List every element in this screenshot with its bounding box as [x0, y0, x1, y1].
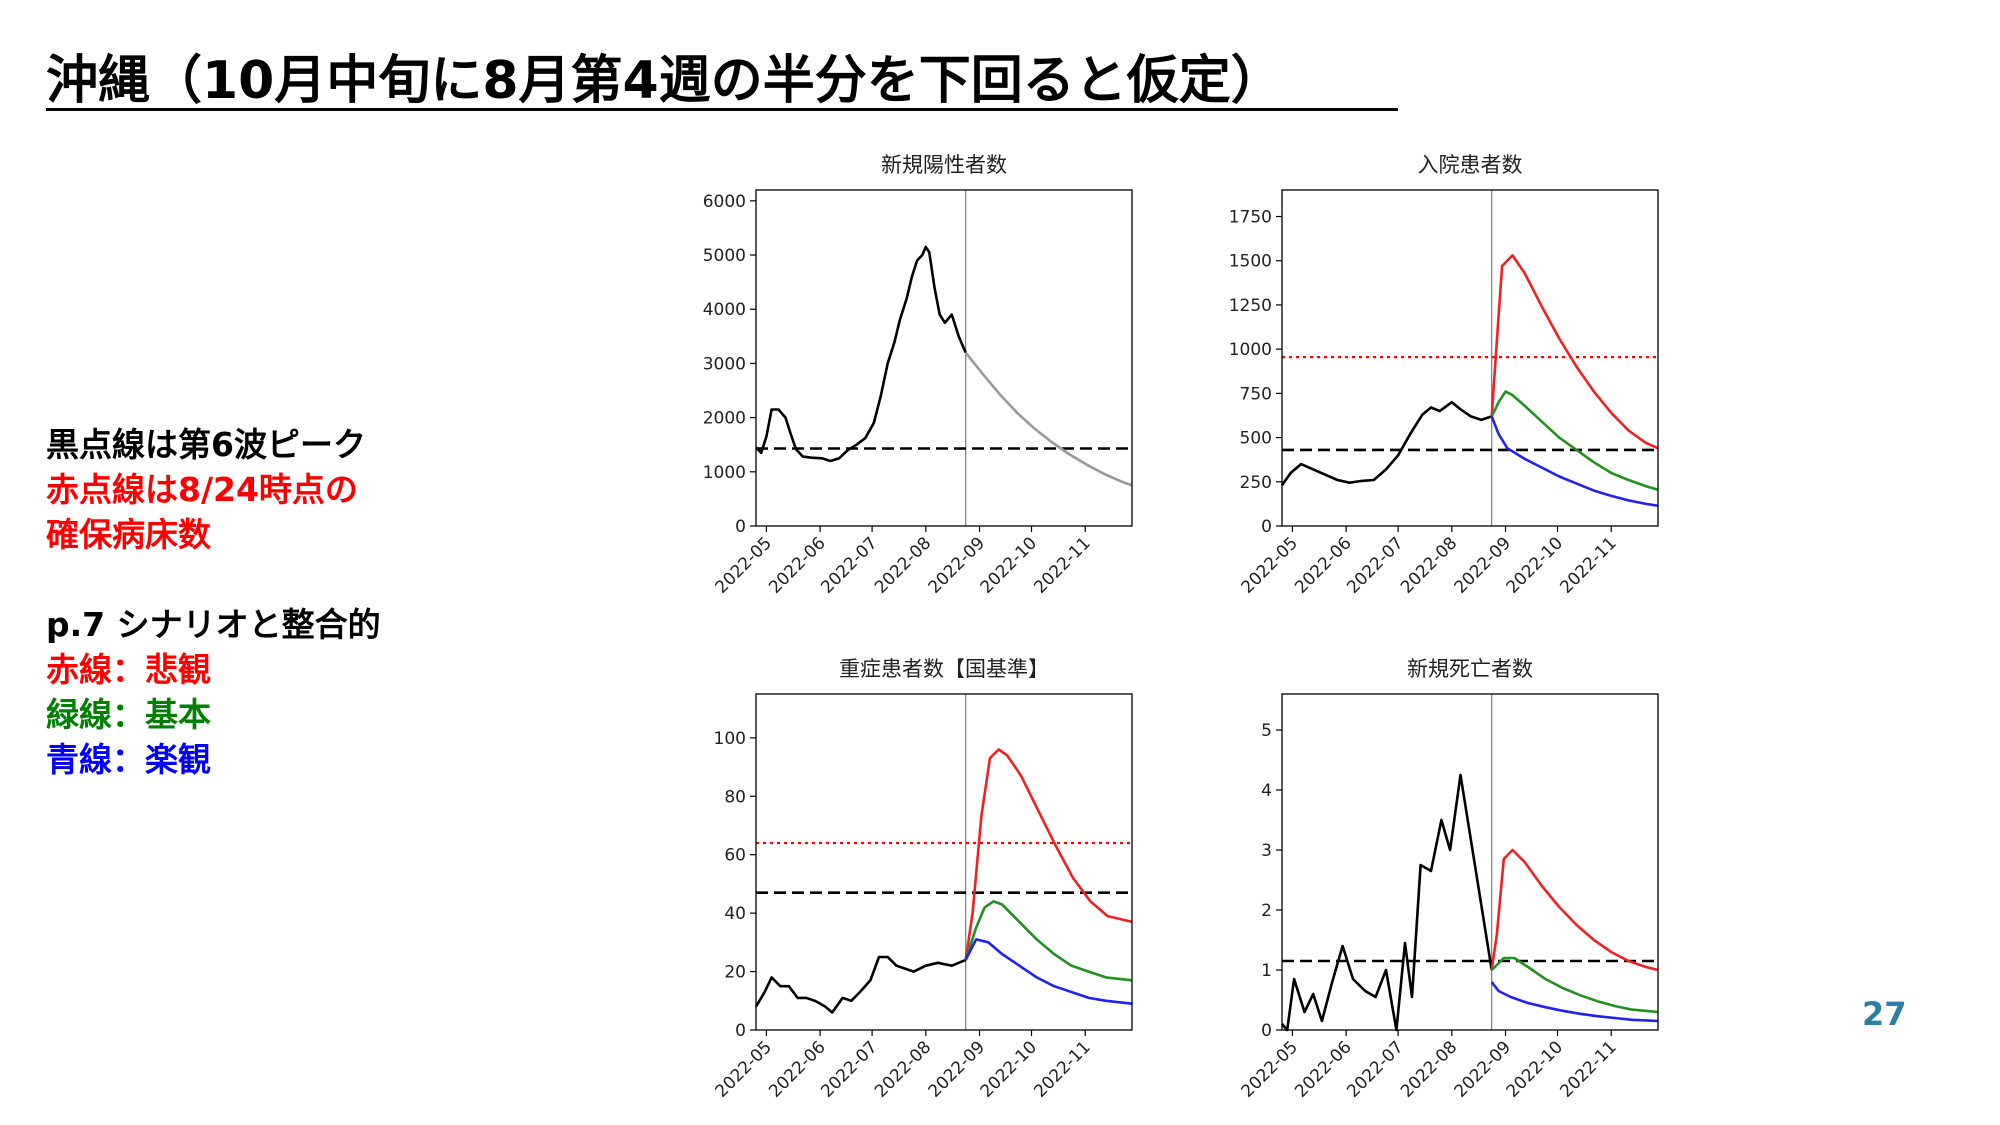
series-line-optimistic: [1490, 981, 1659, 1023]
x-tick-label: 2022-07: [1343, 533, 1407, 597]
series-line-observed: [755, 245, 967, 463]
x-tick-label: 2022-11: [1556, 1037, 1620, 1101]
x-tick-label: 2022-08: [871, 1037, 935, 1101]
chart-title: 重症患者数【国基準】: [839, 657, 1049, 681]
y-tick-label: 250: [1240, 473, 1272, 493]
series-line-optimistic: [1490, 415, 1659, 507]
y-tick-label: 5000: [703, 246, 746, 266]
y-tick-label: 1000: [1229, 340, 1272, 360]
title-underline: [46, 108, 1398, 111]
x-tick-label: 2022-09: [1451, 533, 1515, 597]
x-tick-label: 2022-09: [925, 1037, 989, 1101]
x-tick-label: 2022-08: [871, 533, 935, 597]
series-line-pessimistic: [1490, 254, 1659, 450]
x-tick-label: 2022-06: [1291, 1037, 1355, 1101]
x-tick-label: 2022-05: [712, 533, 776, 597]
y-tick-label: 0: [735, 1021, 746, 1041]
x-tick-label: 2022-07: [1343, 1037, 1407, 1101]
note-line: 黒点線は第6波ピーク: [46, 425, 366, 464]
x-tick-label: 2022-05: [712, 1037, 776, 1101]
x-tick-label: 2022-09: [1451, 1037, 1515, 1101]
slide-title: 沖縄（10月中旬に8月第4週の半分を下回ると仮定）: [46, 51, 1283, 111]
notes-panel: 黒点線は第6波ピーク 赤点線は8/24時点の 確保病床数 p.7 シナリオと整合…: [46, 422, 381, 782]
x-tick-label: 2022-09: [925, 533, 989, 597]
x-tick-label: 2022-05: [1238, 533, 1302, 597]
y-tick-label: 3: [1261, 841, 1272, 861]
y-tick-label: 0: [1261, 517, 1272, 537]
x-tick-label: 2022-07: [817, 533, 881, 597]
page-number: 27: [1862, 995, 1907, 1033]
y-tick-label: 60: [724, 846, 746, 866]
x-tick-label: 2022-08: [1397, 533, 1461, 597]
y-tick-label: 20: [724, 963, 746, 983]
y-tick-label: 1000: [703, 463, 746, 483]
plot-frame: [755, 189, 1133, 527]
note-line: 確保病床数: [46, 515, 211, 554]
x-tick-label: 2022-10: [1503, 1037, 1567, 1101]
y-tick-label: 4000: [703, 300, 746, 320]
y-tick-label: 5: [1261, 721, 1272, 741]
chart-title: 新規死亡者数: [1407, 657, 1533, 681]
note-line: 青線：楽観: [46, 740, 211, 779]
note-line: 赤線：悲観: [46, 650, 211, 689]
y-tick-label: 750: [1240, 384, 1272, 404]
series-line-observed: [754, 955, 967, 1014]
y-tick-label: 2000: [703, 409, 746, 429]
x-tick-label: 2022-10: [977, 1037, 1041, 1101]
series-line-pessimistic: [964, 748, 1133, 961]
y-tick-label: 40: [724, 904, 746, 924]
plot-frame: [1281, 693, 1659, 1031]
x-tick-label: 2022-11: [1030, 1037, 1094, 1101]
y-tick-label: 80: [724, 787, 746, 807]
y-tick-label: 0: [735, 517, 746, 537]
y-tick-label: 1750: [1229, 208, 1272, 228]
x-tick-label: 2022-08: [1397, 1037, 1461, 1101]
y-tick-label: 1: [1261, 961, 1272, 981]
x-tick-label: 2022-06: [1291, 533, 1355, 597]
y-tick-label: 100: [714, 729, 746, 749]
series-line-observed: [1280, 400, 1493, 487]
note-line: 緑線：基本: [46, 695, 211, 734]
chart-panel: 重症患者数【国基準】0204060801002022-052022-062022…: [712, 657, 1133, 1102]
series-line-base: [964, 900, 1133, 982]
x-tick-label: 2022-07: [817, 1037, 881, 1101]
y-tick-label: 2: [1261, 901, 1272, 921]
chart-panel: 新規陽性者数01000200030004000500060002022-0520…: [703, 153, 1133, 598]
y-tick-label: 3000: [703, 354, 746, 374]
series-line-observed: [1281, 773, 1493, 1032]
y-tick-label: 6000: [703, 192, 746, 212]
series-line-optimistic: [964, 938, 1133, 1005]
x-tick-label: 2022-11: [1030, 533, 1094, 597]
y-tick-label: 1500: [1229, 252, 1272, 272]
note-line: 赤点線は8/24時点の: [46, 470, 358, 509]
x-tick-label: 2022-10: [1503, 533, 1567, 597]
x-tick-label: 2022-10: [977, 533, 1041, 597]
chart-panel: 入院患者数025050075010001250150017502022-0520…: [1229, 153, 1659, 598]
y-tick-label: 500: [1240, 429, 1272, 449]
plot-frame: [755, 693, 1133, 1031]
chart-title: 新規陽性者数: [881, 153, 1007, 177]
chart-panel: 新規死亡者数 0 1 2 3 4 5 2022-052022-062022-072022-08…: [1238, 657, 1659, 1102]
x-tick-label: 2022-11: [1556, 533, 1620, 597]
series-line-base: [1490, 956, 1659, 1014]
chart-title: 入院患者数: [1418, 153, 1523, 177]
x-tick-label: 2022-06: [765, 533, 829, 597]
y-tick-label: 4: [1261, 781, 1272, 801]
series-line-projection_gray: [964, 351, 1133, 487]
x-tick-label: 2022-06: [765, 1037, 829, 1101]
series-line-base: [1490, 390, 1659, 491]
note-line: p.7 シナリオと整合的: [46, 605, 381, 644]
y-tick-label: 1250: [1229, 296, 1272, 316]
y-tick-label: 0: [1261, 1021, 1272, 1041]
x-tick-label: 2022-05: [1238, 1037, 1302, 1101]
plot-frame: [1281, 189, 1659, 527]
series-line-pessimistic: [1490, 848, 1659, 972]
